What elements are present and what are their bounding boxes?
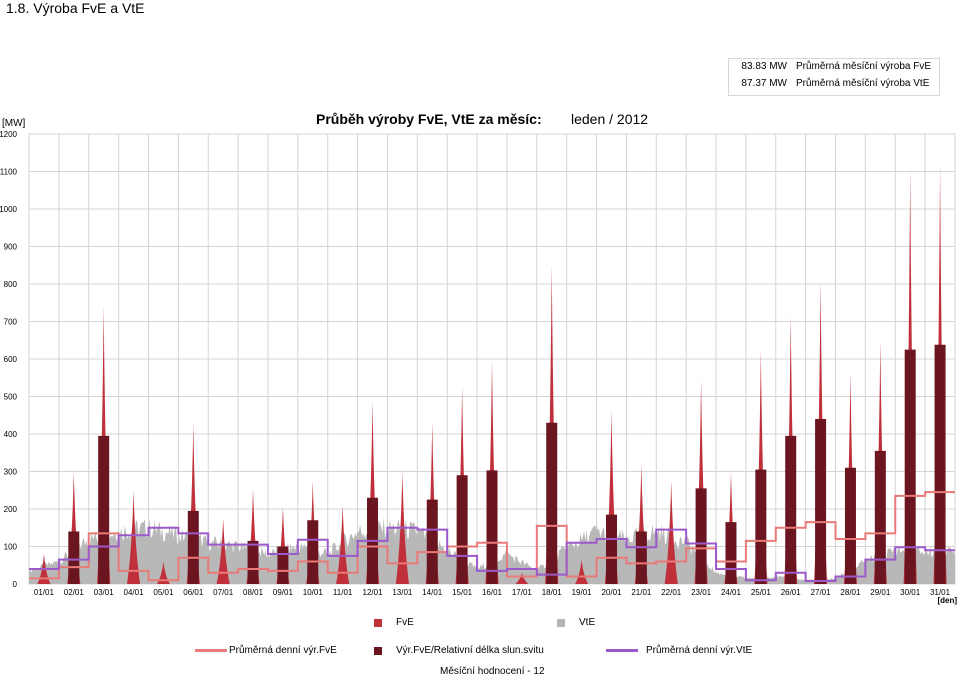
x-tick-label: 07/01 xyxy=(213,588,234,597)
y-tick-label: 1100 xyxy=(0,168,18,177)
x-tick-label: 30/01 xyxy=(900,588,921,597)
rel-fve-column xyxy=(695,488,707,584)
legend-vte-swatch xyxy=(557,619,565,627)
x-tick-label: 28/01 xyxy=(840,588,861,597)
rel-fve-column xyxy=(546,422,558,584)
monthly-fve-value: 83.83 MW xyxy=(741,61,787,72)
fve-daily-spike xyxy=(575,559,589,584)
monthly-summary-row: 87.37 MW Průměrná měsíční výroba VtE xyxy=(729,78,939,92)
avg-fve-step-line xyxy=(29,491,955,582)
chart-period: leden / 2012 xyxy=(571,111,649,127)
x-tick-label: 14/01 xyxy=(422,588,443,597)
rel-fve-column xyxy=(934,344,946,584)
rel-fve-column xyxy=(815,419,827,584)
rel-fve-column xyxy=(98,435,110,584)
rel-fve-column xyxy=(307,520,319,584)
vte-area xyxy=(29,517,955,584)
x-tick-label: 13/01 xyxy=(392,588,413,597)
monthly-fve-label: Průměrná měsíční výroba FvE xyxy=(796,61,932,72)
x-tick-label: 29/01 xyxy=(870,588,891,597)
x-tick-label: 20/01 xyxy=(601,588,622,597)
rel-fve-column xyxy=(187,510,199,584)
y-tick-label: 0 xyxy=(13,580,18,589)
monthly-vte-value: 87.37 MW xyxy=(741,78,787,89)
rel-fve-column xyxy=(874,450,886,584)
x-tick-label: 15/01 xyxy=(452,588,473,597)
x-tick-label: 27/01 xyxy=(811,588,832,597)
page-footer: Měsíční hodnocení - 12 xyxy=(440,666,545,677)
legend-fve-swatch xyxy=(374,619,382,627)
fve-daily-spike xyxy=(156,561,170,584)
y-tick-label: 1000 xyxy=(0,205,18,214)
rel-fve-column xyxy=(277,546,289,584)
legend-avg-vte-swatch xyxy=(606,649,638,652)
legend-vte-label: VtE xyxy=(579,617,596,628)
legend-avg-fve-label: Průměrná denní výr.FvE xyxy=(229,645,337,656)
fve-daily-spike xyxy=(664,480,678,584)
page-heading: 1.8. Výroba FvE a VtE xyxy=(6,0,145,16)
rel-fve-column xyxy=(456,475,468,584)
y-tick-label: 400 xyxy=(4,430,18,439)
legend-rel-fve-label: Výr.FvE/Relativní délka slun.svitu xyxy=(396,645,544,656)
fve-daily-spike xyxy=(126,490,141,584)
monthly-summary-box: 83.83 MW Průměrná měsíční výroba FvE 87.… xyxy=(728,58,940,96)
rel-fve-column xyxy=(426,499,438,584)
rel-fve-column xyxy=(725,522,737,584)
y-tick-label: 300 xyxy=(4,468,18,477)
x-tick-label: 18/01 xyxy=(542,588,563,597)
rel-fve-column xyxy=(247,540,259,584)
rel-fve-column xyxy=(904,349,916,584)
y-tick-label: 500 xyxy=(4,393,18,402)
x-tick-label: 10/01 xyxy=(303,588,324,597)
x-tick-label: 25/01 xyxy=(751,588,772,597)
y-tick-label: 600 xyxy=(4,355,18,364)
y-axis-unit: [MW] xyxy=(2,118,26,129)
monthly-summary-row: 83.83 MW Průměrná měsíční výroba FvE xyxy=(729,61,939,75)
x-tick-label: 23/01 xyxy=(691,588,712,597)
legend-avg-fve-swatch xyxy=(195,649,227,652)
rel-fve-column xyxy=(605,514,617,584)
x-tick-label: 06/01 xyxy=(183,588,204,597)
x-tick-label: 03/01 xyxy=(94,588,115,597)
x-tick-label: 08/01 xyxy=(243,588,264,597)
fve-daily-spike xyxy=(216,518,230,584)
rel-fve-column xyxy=(486,470,498,584)
rel-fve-column xyxy=(68,531,80,584)
x-tick-label: 22/01 xyxy=(661,588,682,597)
x-tick-label: 02/01 xyxy=(64,588,85,597)
x-tick-label: 09/01 xyxy=(273,588,294,597)
x-tick-label: 05/01 xyxy=(153,588,174,597)
x-tick-label: 21/01 xyxy=(631,588,652,597)
x-tick-label: 24/01 xyxy=(721,588,742,597)
fve-daily-spike xyxy=(336,505,350,584)
rel-fve-column xyxy=(755,469,767,584)
x-axis-label: [den] xyxy=(937,596,957,605)
rel-fve-column xyxy=(785,435,797,584)
legend-avg-vte-label: Průměrná denní výr.VtE xyxy=(646,645,753,656)
y-tick-label: 800 xyxy=(4,280,18,289)
x-tick-label: 01/01 xyxy=(34,588,55,597)
rel-fve-column xyxy=(635,531,647,584)
chart-title: Průběh výroby FvE, VtE za měsíc: xyxy=(316,111,542,127)
x-tick-label: 16/01 xyxy=(482,588,503,597)
y-tick-label: 100 xyxy=(4,543,18,552)
legend-fve-label: FvE xyxy=(396,617,414,628)
legend-rel-fve-swatch xyxy=(374,647,382,655)
x-tick-label: 17/01 xyxy=(512,588,533,597)
x-tick-label: 11/01 xyxy=(333,588,353,597)
x-tick-label: 19/01 xyxy=(572,588,593,597)
rel-fve-column xyxy=(844,467,856,584)
y-tick-label: 700 xyxy=(4,318,18,327)
x-tick-label: 31/01 xyxy=(930,588,951,597)
x-tick-label: 26/01 xyxy=(781,588,802,597)
y-tick-label: 900 xyxy=(4,243,18,252)
fve-daily-spike xyxy=(515,572,529,584)
y-tick-label: 200 xyxy=(4,505,18,514)
y-tick-label: 1200 xyxy=(0,130,18,139)
x-tick-label: 12/01 xyxy=(363,588,384,597)
monthly-vte-label: Průměrná měsíční výroba VtE xyxy=(796,78,930,89)
avg-vte-step-line xyxy=(29,526,955,582)
x-tick-label: 04/01 xyxy=(124,588,145,597)
